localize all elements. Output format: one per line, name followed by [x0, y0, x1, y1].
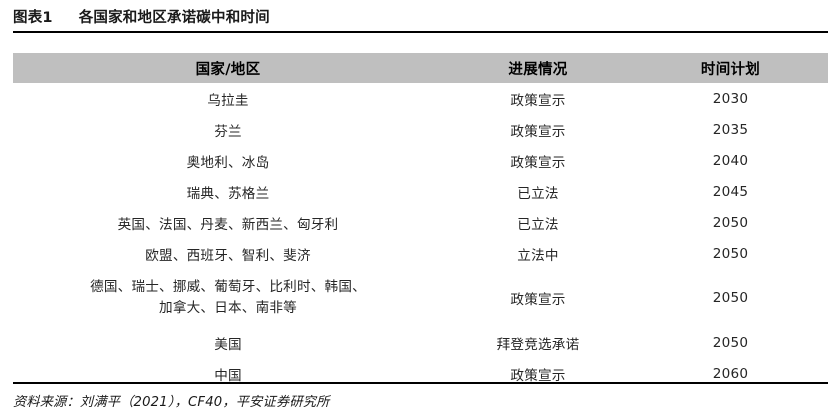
page-title: 各国家和地区承诺碳中和时间: [78, 10, 270, 27]
cell-region: 瑞典、苏格兰: [186, 185, 270, 202]
cell-status: 政策宣示: [510, 154, 566, 171]
table-row: 中国 政策宣示 2060: [13, 358, 828, 389]
source-note: 资料来源：刘满平（2021），CF40，平安证券研究所: [13, 395, 330, 410]
cell-region: 乌拉圭: [207, 92, 249, 109]
cell-region-line-2: 加拿大、日本、南非等: [159, 300, 297, 316]
column-header-region: 国家/地区: [195, 61, 261, 78]
cell-status: 已立法: [517, 216, 559, 233]
table-header: 国家/地区 进展情况 时间计划: [13, 53, 828, 83]
cell-time: 2050: [712, 334, 749, 351]
cell-status: 政策宣示: [510, 367, 566, 384]
cell-region: 奥地利、冰岛: [186, 154, 270, 171]
cell-region: 英国、法国、丹麦、新西兰、匈牙利: [117, 216, 339, 233]
table-row: 奥地利、冰岛 政策宣示 2040: [13, 145, 828, 176]
table-row: 德国、瑞士、挪威、葡萄牙、比利时、韩国、 加拿大、日本、南非等 政策宣示 205…: [13, 269, 828, 327]
footer-divider: [13, 382, 828, 384]
cell-region: 中国: [214, 367, 242, 384]
carbon-neutrality-table: 国家/地区 进展情况 时间计划 乌拉圭 政策宣示 2030 芬兰 政策宣示 20…: [13, 53, 828, 389]
carbon-neutrality-table-wrapper: 国家/地区 进展情况 时间计划 乌拉圭 政策宣示 2030 芬兰 政策宣示 20…: [13, 53, 828, 389]
cell-region-line-1: 德国、瑞士、挪威、葡萄牙、比利时、韩国、: [90, 278, 366, 295]
exhibit-label: 图表1: [13, 10, 53, 27]
cell-region: 欧盟、西班牙、智利、斐济: [145, 247, 311, 264]
column-header-status: 进展情况: [508, 61, 568, 78]
cell-status: 政策宣示: [510, 123, 566, 140]
table-header-row: 国家/地区 进展情况 时间计划: [13, 53, 828, 83]
table-row: 欧盟、西班牙、智利、斐济 立法中 2050: [13, 238, 828, 269]
cell-region-multiline: 德国、瑞士、挪威、葡萄牙、比利时、韩国、 加拿大、日本、南非等: [13, 277, 443, 319]
cell-status: 立法中: [517, 247, 559, 264]
cell-time: 2060: [712, 365, 749, 382]
cell-time: 2035: [712, 121, 749, 138]
table-row: 瑞典、苏格兰 已立法 2045: [13, 176, 828, 207]
cell-status: 政策宣示: [510, 92, 566, 109]
cell-time: 2040: [712, 152, 749, 169]
cell-region: 芬兰: [214, 123, 242, 140]
table-body: 乌拉圭 政策宣示 2030 芬兰 政策宣示 2035 奥地利、冰岛 政策宣示 2…: [13, 83, 828, 389]
table-row: 乌拉圭 政策宣示 2030: [13, 83, 828, 114]
cell-time: 2050: [712, 290, 749, 306]
cell-region: 德国、瑞士、挪威、葡萄牙、比利时、韩国、 加拿大、日本、南非等: [13, 269, 443, 327]
cell-status: 拜登竞选承诺: [496, 336, 580, 353]
table-row: 美国 拜登竞选承诺 2050: [13, 327, 828, 358]
cell-time: 2050: [712, 214, 749, 231]
column-header-time: 时间计划: [700, 61, 761, 78]
table-row: 英国、法国、丹麦、新西兰、匈牙利 已立法 2050: [13, 207, 828, 238]
cell-time: 2030: [712, 90, 749, 107]
cell-region: 美国: [214, 336, 242, 353]
cell-time: 2050: [712, 245, 749, 262]
cell-status: 政策宣示: [510, 292, 566, 308]
cell-status: 已立法: [517, 185, 559, 202]
exhibit-title-block: 图表1 各国家和地区承诺碳中和时间: [13, 6, 828, 33]
cell-time: 2045: [712, 183, 749, 200]
table-row: 芬兰 政策宣示 2035: [13, 114, 828, 145]
